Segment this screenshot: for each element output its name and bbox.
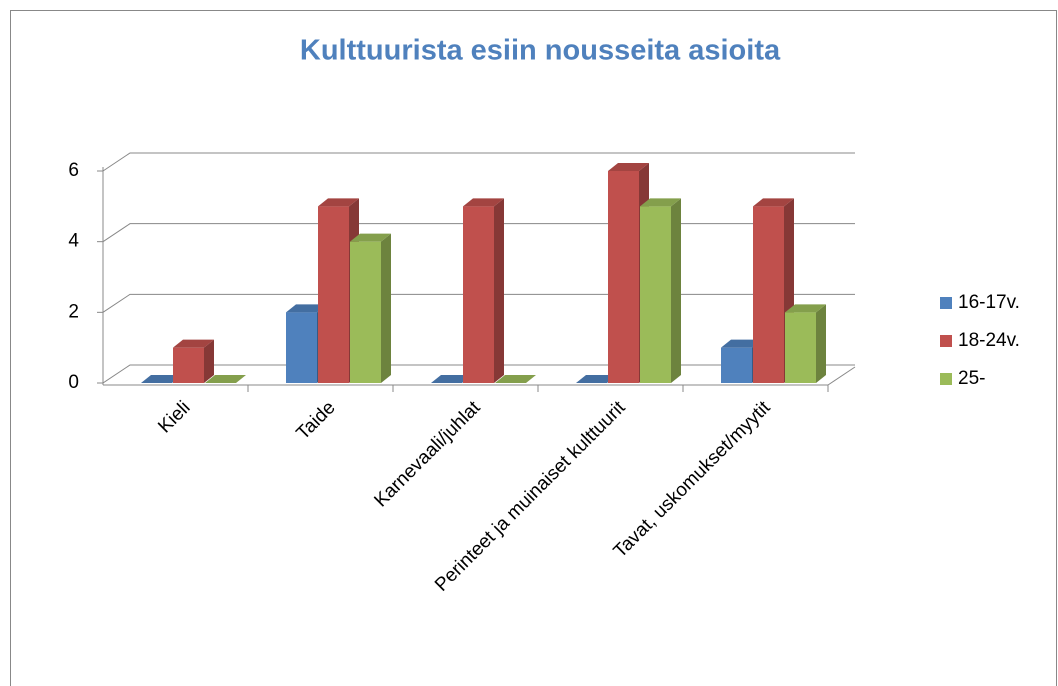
bar-side [816,304,826,383]
bar-top [608,163,649,171]
axis-line [827,366,856,386]
y-tick-label: 4 [68,231,79,252]
y-tick-label: 0 [68,372,79,393]
bar-top [286,304,327,313]
bar [753,206,784,383]
bar-side [204,339,214,383]
chart-border [10,10,1057,686]
bar-top [785,304,826,313]
legend-swatch [940,297,952,309]
bar [318,206,349,383]
y-tick-label: 2 [68,301,79,322]
legend-swatch [940,373,952,385]
legend-label: 18-24v. [958,330,1020,351]
bar-top [205,375,246,383]
bar [608,171,639,383]
legend-label: 25- [958,368,985,389]
bar [785,312,816,383]
bar-top [318,198,359,207]
bar [173,347,204,383]
bar-top [463,198,504,207]
bar [640,206,671,383]
bar-top [350,233,391,242]
bar-top [721,339,762,348]
bar-top [640,198,681,207]
bar-top [576,375,617,383]
bar-side [671,198,681,383]
bar [350,241,381,383]
legend-label: 16-17v. [958,292,1020,313]
grid-line [102,152,855,172]
y-tick-label: 6 [68,160,79,181]
bar-side [494,198,504,383]
bar [286,312,317,383]
bar [721,347,752,383]
bar-top [753,198,794,207]
bar-side [381,233,391,383]
bar [463,206,494,383]
bar-top [431,375,472,383]
bar-top [173,339,214,348]
chart-title: Kulttuurista esiin nousseita asioita [300,35,781,67]
legend-swatch [940,335,952,347]
bar-top [495,375,536,383]
bar-top [141,375,182,383]
